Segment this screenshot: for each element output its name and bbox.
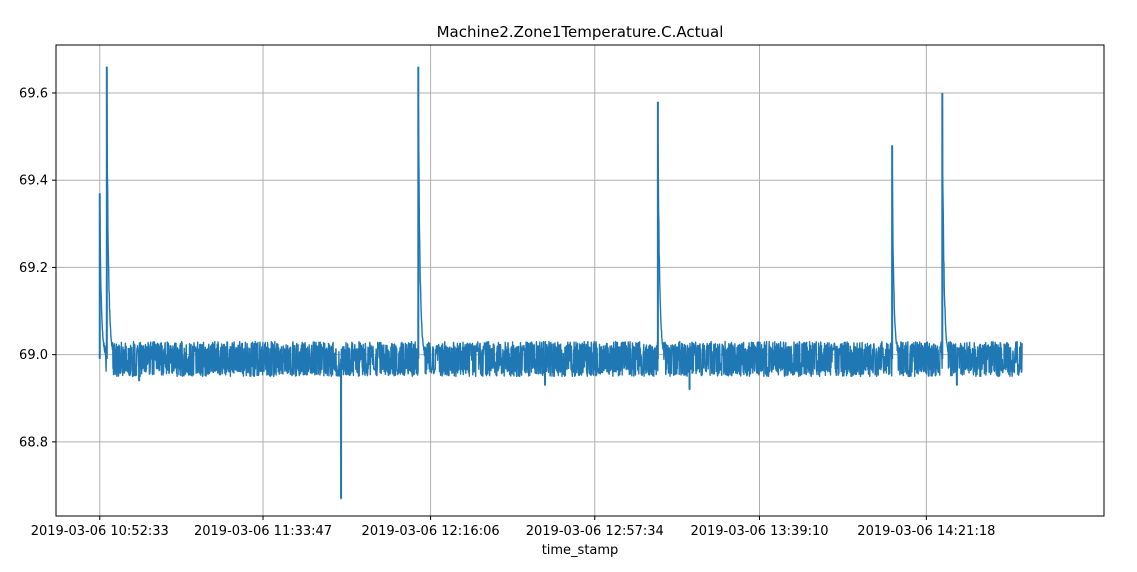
chart-title: Machine2.Zone1Temperature.C.Actual [437, 23, 724, 41]
series-layer [98, 66, 1023, 500]
grid-layer [56, 45, 1104, 516]
plot-frame [55, 44, 1105, 517]
y-tick-label: 69.4 [19, 174, 48, 189]
x-axis-label: time_stamp [542, 543, 619, 558]
y-tick-label: 69.6 [19, 86, 48, 101]
x-tick-label: 2019-03-06 12:16:06 [362, 524, 500, 539]
y-tick-label: 69.2 [19, 261, 48, 276]
x-tick-label: 2019-03-06 10:52:33 [31, 524, 169, 539]
x-tick-label: 2019-03-06 14:21:18 [857, 524, 995, 539]
y-tick-label: 68.8 [19, 435, 48, 450]
x-tick-label: 2019-03-06 11:33:47 [194, 524, 332, 539]
series-line [99, 104, 1023, 500]
x-tick-label: 2019-03-06 13:39:10 [690, 524, 828, 539]
tick-layer: 2019-03-06 10:52:33 2019-03-06 11:33:47 20… [19, 86, 995, 539]
x-tick-label: 2019-03-06 12:57:34 [526, 524, 664, 539]
y-tick-label: 69.0 [19, 348, 48, 363]
